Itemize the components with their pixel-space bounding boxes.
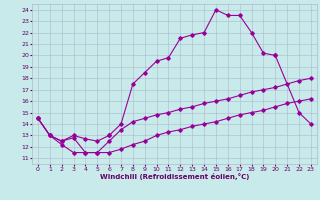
X-axis label: Windchill (Refroidissement éolien,°C): Windchill (Refroidissement éolien,°C) [100,173,249,180]
